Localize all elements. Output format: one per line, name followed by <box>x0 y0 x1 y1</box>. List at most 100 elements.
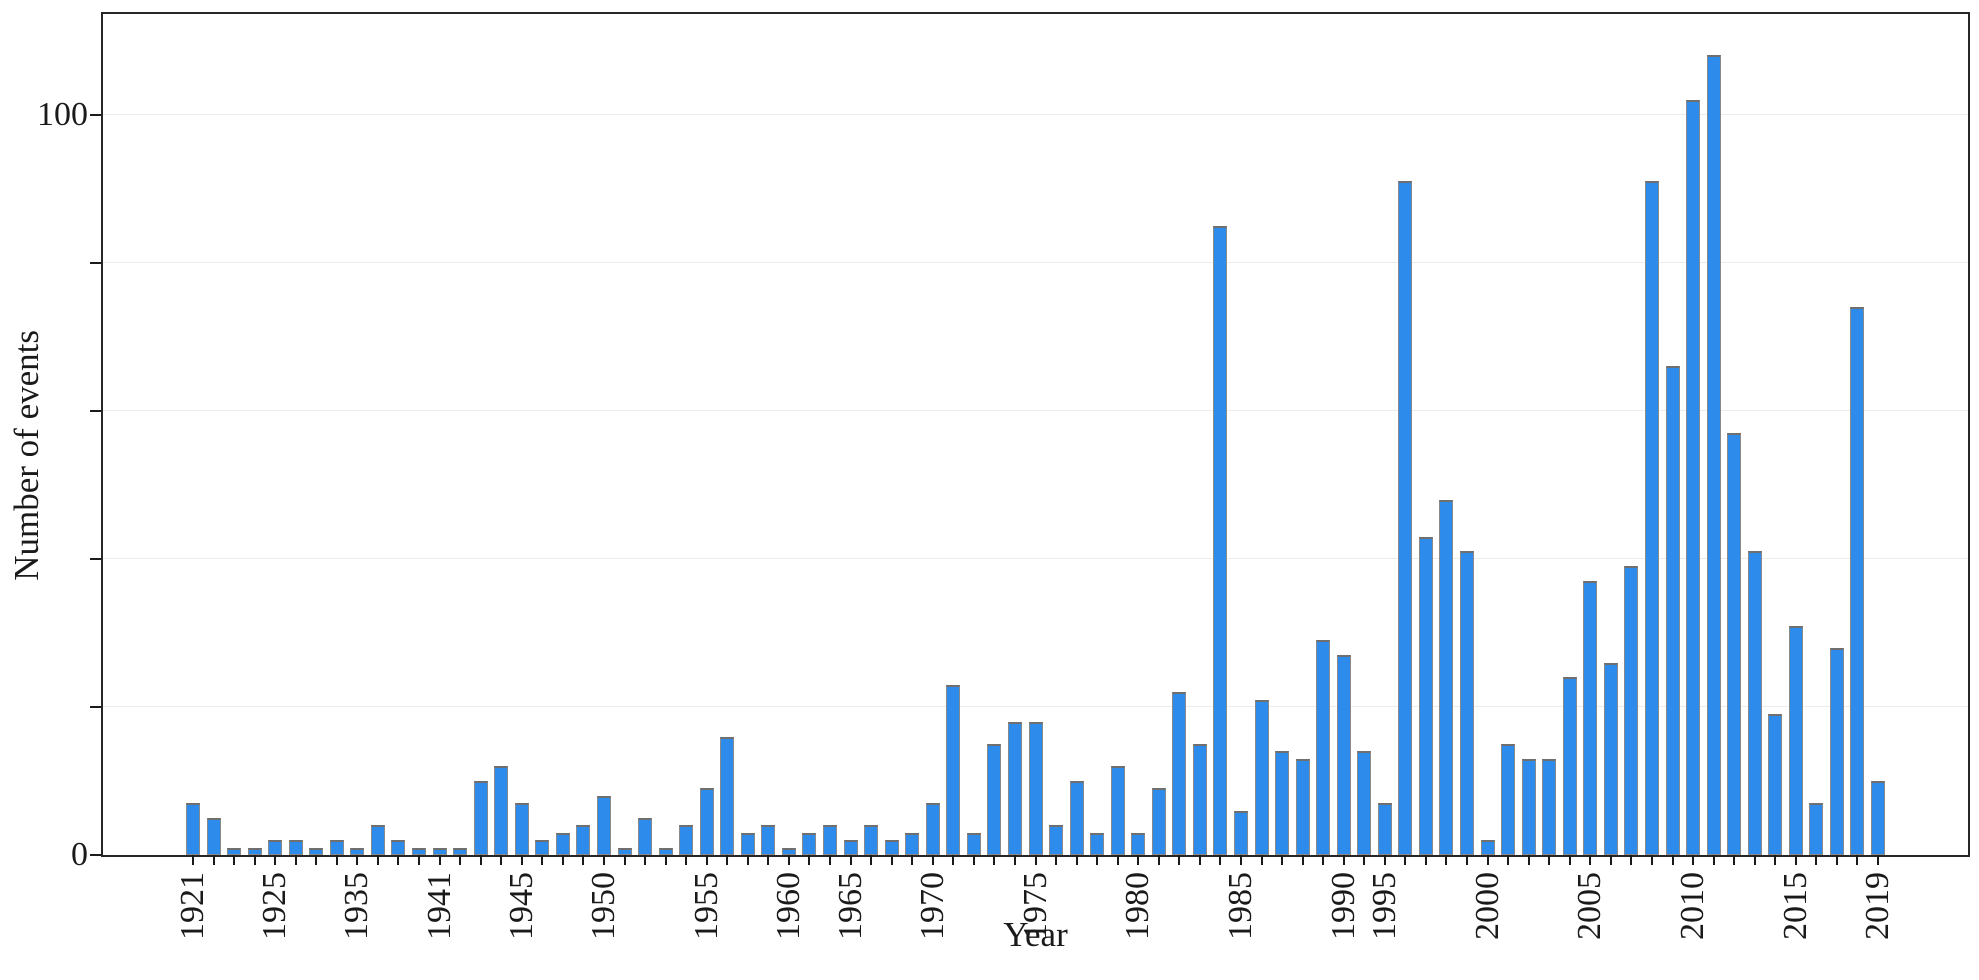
x-axis-tick <box>602 855 605 865</box>
x-axis-tick <box>1342 855 1345 865</box>
bar <box>987 743 1002 855</box>
x-axis-tick <box>438 855 441 865</box>
bar <box>864 825 879 855</box>
x-axis-tick <box>767 855 770 865</box>
bar <box>1665 366 1680 855</box>
bar <box>555 832 570 855</box>
bar-2005 <box>1583 581 1598 855</box>
x-axis-tick <box>664 855 667 865</box>
x-tick-label-2005: 2005 <box>1571 872 1609 940</box>
gridline-y-80 <box>103 262 1968 264</box>
bar <box>1172 692 1187 855</box>
x-axis-tick <box>335 855 338 865</box>
bar <box>329 840 344 855</box>
x-axis-tick <box>1424 855 1427 865</box>
bar <box>1275 751 1290 855</box>
x-axis-tick <box>1630 855 1633 865</box>
x-axis-tick <box>1589 855 1592 865</box>
bar-2015 <box>1788 625 1803 855</box>
bar <box>905 832 920 855</box>
x-tick-label-2015: 2015 <box>1776 872 1814 940</box>
x-axis-tick <box>1075 855 1078 865</box>
x-axis-tick <box>1609 855 1612 865</box>
x-axis-tick <box>1322 855 1325 865</box>
x-axis-tick <box>1774 855 1777 865</box>
x-axis-tick <box>911 855 914 865</box>
gridline-y-60 <box>103 410 1968 412</box>
x-axis-tick <box>1856 855 1859 865</box>
x-axis-tick <box>931 855 934 865</box>
x-axis-tick <box>726 855 729 865</box>
x-axis-tick <box>623 855 626 865</box>
bar <box>1007 721 1022 855</box>
x-axis-tick <box>870 855 873 865</box>
bar-1941 <box>432 847 447 855</box>
bar <box>761 825 776 855</box>
y-axis-title: Number of events <box>7 330 46 581</box>
bar <box>884 840 899 855</box>
x-axis-tick <box>1055 855 1058 865</box>
x-axis-tick <box>294 855 297 865</box>
x-axis-tick <box>952 855 955 865</box>
bar <box>1398 181 1413 855</box>
x-axis-tick <box>1568 855 1571 865</box>
bar <box>453 847 468 855</box>
bar <box>1603 662 1618 855</box>
x-tick-label-2019: 2019 <box>1859 872 1896 940</box>
x-axis-tick <box>1527 855 1530 865</box>
x-axis-tick <box>1486 855 1489 865</box>
x-tick-label-1960: 1960 <box>769 872 807 940</box>
gridline-y-20 <box>103 706 1968 708</box>
x-axis-tick <box>993 855 996 865</box>
x-axis-tick <box>1096 855 1099 865</box>
x-axis-tick <box>356 855 359 865</box>
x-axis-tick <box>972 855 975 865</box>
bar <box>1418 536 1433 855</box>
bar-1970 <box>925 803 940 855</box>
bar-1960 <box>781 847 796 855</box>
x-axis-tick <box>808 855 811 865</box>
bar <box>802 832 817 855</box>
x-axis-tick <box>192 855 194 865</box>
x-tick-label-1980: 1980 <box>1119 872 1157 940</box>
x-axis-tick <box>1507 855 1510 865</box>
x-axis-tick <box>212 855 215 865</box>
bar <box>966 832 981 855</box>
bar <box>391 840 406 855</box>
bar-2010 <box>1686 99 1701 855</box>
bar <box>1706 55 1721 855</box>
x-axis-tick <box>315 855 318 865</box>
x-axis-tick <box>685 855 688 865</box>
gridline-y-40 <box>103 558 1968 560</box>
bar <box>1254 699 1269 855</box>
bar-1921 <box>186 803 200 855</box>
x-axis-tick <box>1157 855 1160 865</box>
bar <box>1213 225 1228 855</box>
bar <box>1439 499 1454 855</box>
x-axis-tick <box>1835 855 1838 865</box>
bar <box>1501 743 1516 855</box>
x-axis-tick <box>1178 855 1181 865</box>
bar <box>617 847 632 855</box>
x-axis-tick <box>1404 855 1407 865</box>
x-axis-tick <box>890 855 893 865</box>
x-tick-label-1941: 1941 <box>420 872 458 940</box>
x-axis-tick <box>1301 855 1304 865</box>
bar-1925 <box>268 840 283 855</box>
bar <box>679 825 694 855</box>
bar-2019 <box>1871 780 1885 855</box>
x-axis-tick <box>1013 855 1016 865</box>
bar <box>473 780 488 855</box>
x-axis-tick <box>253 855 256 865</box>
x-axis-tick <box>397 855 400 865</box>
y-axis-tick <box>90 409 101 412</box>
x-axis-tick <box>1671 855 1674 865</box>
x-tick-label-1955: 1955 <box>687 872 725 940</box>
x-tick-label-1935: 1935 <box>338 872 376 940</box>
x-tick-label-1970: 1970 <box>913 872 951 940</box>
bar <box>1747 551 1762 855</box>
y-axis-tick <box>90 261 101 264</box>
bar <box>227 847 242 855</box>
x-axis-tick <box>500 855 503 865</box>
